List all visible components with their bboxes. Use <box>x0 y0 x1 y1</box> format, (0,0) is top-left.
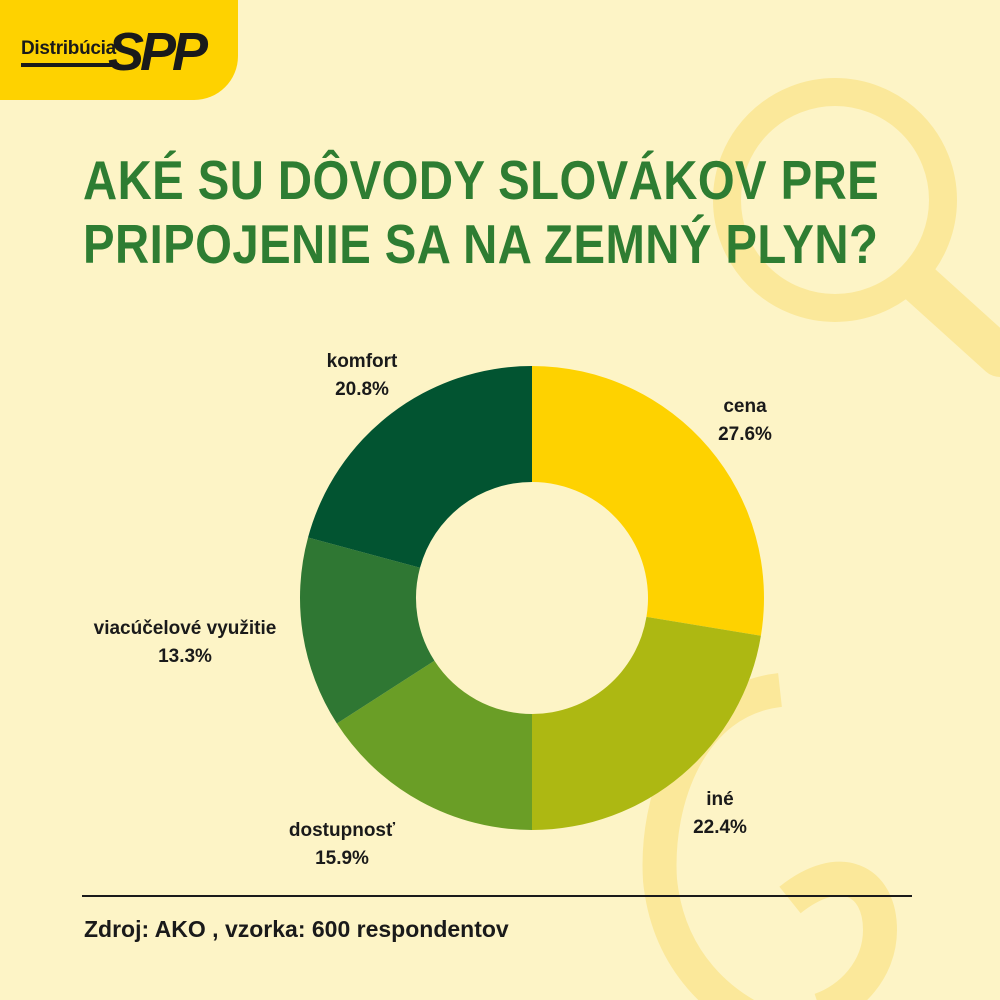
source-note: Zdroj: AKO , vzorka: 600 respondentov <box>84 916 509 942</box>
slice-value-4: 20.8% <box>335 379 389 400</box>
slice-1 <box>532 616 761 830</box>
brand-logo: Distribúcia SPP <box>0 0 238 100</box>
logo-mark-text: SPP <box>108 22 209 80</box>
slice-3 <box>300 537 435 724</box>
logo-text: Distribúcia <box>21 38 116 59</box>
slice-label-1: iné <box>706 789 733 810</box>
slice-value-0: 27.6% <box>718 424 772 445</box>
slice-label-4: komfort <box>327 351 398 372</box>
slice-label-3: viacúčelové využitie <box>94 618 277 639</box>
slice-value-1: 22.4% <box>693 817 747 838</box>
chart-slices <box>300 366 764 830</box>
page-title: AKÉ SU DÔVODY SLOVÁKOV PRE PRIPOJENIE SA… <box>83 148 880 276</box>
spp-logo-mark: SPP <box>108 22 210 80</box>
slice-label-2: dostupnosť <box>289 820 396 841</box>
slice-value-3: 13.3% <box>158 646 212 667</box>
footer-divider <box>82 895 912 897</box>
slice-label-0: cena <box>723 396 767 417</box>
slice-4 <box>308 366 532 568</box>
chart-labels: cena 27.6% iné 22.4% dostupnosť 15.9% viacúčel… <box>94 351 772 869</box>
logo-underline <box>21 63 119 67</box>
title-line-1: AKÉ SU DÔVODY SLOVÁKOV PRE <box>83 149 880 211</box>
slice-2 <box>336 660 532 830</box>
slice-value-2: 15.9% <box>315 848 369 869</box>
title-line-2: PRIPOJENIE SA NA ZEMNÝ PLYN? <box>83 213 879 275</box>
magnifier-icon <box>713 78 1000 377</box>
slice-0 <box>532 366 764 636</box>
